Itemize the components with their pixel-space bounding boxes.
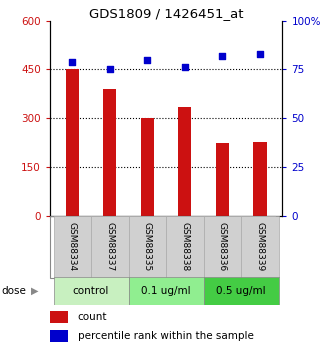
Bar	[54, 216, 91, 278]
Text: ▶: ▶	[30, 286, 38, 296]
Text: GSM88334: GSM88334	[68, 223, 77, 272]
Text: GSM88335: GSM88335	[143, 223, 152, 272]
Text: dose: dose	[2, 286, 26, 296]
Text: 0.5 ug/ml: 0.5 ug/ml	[216, 286, 266, 296]
Bar	[129, 216, 166, 278]
Text: GSM88337: GSM88337	[105, 223, 114, 272]
Point	[257, 51, 263, 57]
Point	[145, 57, 150, 62]
Text: GSM88339: GSM88339	[256, 223, 265, 272]
Text: GSM88338: GSM88338	[180, 223, 189, 272]
Bar	[216, 142, 229, 216]
Bar	[204, 216, 241, 278]
Bar	[50, 311, 68, 323]
Text: 0.1 ug/ml: 0.1 ug/ml	[141, 286, 191, 296]
Bar	[166, 216, 204, 278]
Bar	[204, 277, 279, 305]
Point	[107, 67, 112, 72]
Bar	[50, 330, 68, 342]
Point	[220, 53, 225, 59]
Bar	[253, 141, 266, 216]
Title: GDS1809 / 1426451_at: GDS1809 / 1426451_at	[89, 7, 243, 20]
Bar	[54, 277, 129, 305]
Point	[70, 59, 75, 65]
Bar	[103, 89, 117, 216]
Text: count: count	[78, 312, 107, 322]
Point	[182, 65, 187, 70]
Text: control: control	[73, 286, 109, 296]
Bar	[141, 118, 154, 216]
Bar	[241, 216, 279, 278]
Bar	[178, 107, 191, 216]
Text: GSM88336: GSM88336	[218, 223, 227, 272]
Text: percentile rank within the sample: percentile rank within the sample	[78, 331, 254, 341]
Bar	[129, 277, 204, 305]
Bar	[91, 216, 129, 278]
Bar	[66, 69, 79, 216]
